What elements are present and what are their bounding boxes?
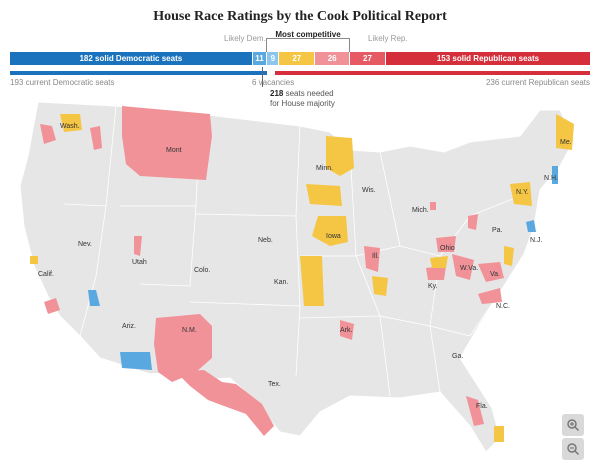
district-nj bbox=[526, 220, 536, 232]
label-nc: N.C. bbox=[496, 303, 510, 310]
district-fla bbox=[466, 396, 484, 426]
label-mich: Mich. bbox=[412, 207, 429, 214]
label-ariz: Ariz. bbox=[122, 323, 136, 330]
district-wash-west bbox=[40, 124, 56, 144]
district-calif-2 bbox=[30, 256, 38, 264]
label-colo: Colo. bbox=[194, 267, 210, 274]
likely-rep-label: Likely Rep. bbox=[368, 34, 408, 43]
label-pa: Pa. bbox=[492, 227, 503, 234]
label-nm: N.M. bbox=[182, 327, 197, 334]
rating-segment-likely-rep: 27 bbox=[349, 52, 386, 65]
current-seats-bar bbox=[10, 71, 590, 75]
district-arizona bbox=[120, 352, 152, 370]
district-kansas bbox=[300, 256, 324, 306]
us-map[interactable]: Wash. Mont Minn. Wis. Me. N.Y. N.H. Mich… bbox=[0, 96, 600, 468]
label-nev: Nev. bbox=[78, 241, 92, 248]
dem-districts bbox=[88, 166, 558, 370]
district-pa bbox=[468, 214, 478, 230]
current-rep-segment bbox=[275, 71, 590, 75]
district-ky-2 bbox=[430, 256, 448, 268]
rating-segment-solid-rep: 153 solid Republican seats bbox=[385, 52, 590, 65]
district-minnesota-south bbox=[306, 184, 342, 206]
label-tex: Tex. bbox=[268, 381, 281, 388]
label-ny: N.Y. bbox=[516, 189, 529, 196]
label-ark: Ark. bbox=[340, 327, 353, 334]
district-va bbox=[478, 262, 504, 282]
district-nc bbox=[478, 288, 502, 304]
label-kan: Kan. bbox=[274, 279, 288, 286]
district-utah bbox=[134, 236, 142, 256]
zoom-in-button[interactable] bbox=[562, 414, 584, 436]
rating-segment-likely-dem: 11 bbox=[252, 52, 268, 65]
district-ohio bbox=[436, 236, 456, 252]
district-wash-east bbox=[90, 126, 102, 150]
label-calif: Calif. bbox=[38, 271, 54, 278]
label-wva: W.Va. bbox=[460, 265, 478, 272]
majority-label: 218 seats needed for House majority bbox=[270, 89, 335, 109]
district-texas bbox=[176, 370, 274, 436]
label-minn: Minn. bbox=[316, 165, 333, 172]
ratings-bar: 182 solid Democratic seats 11 9 27 26 27 153 s… bbox=[10, 52, 590, 65]
label-fla: Fla. bbox=[476, 403, 488, 410]
label-iowa: Iowa bbox=[326, 233, 341, 240]
label-mont: Mont bbox=[166, 147, 182, 154]
label-me: Me. bbox=[560, 139, 572, 146]
district-montana bbox=[122, 106, 212, 180]
label-wis: Wis. bbox=[362, 187, 376, 194]
district-new-mexico bbox=[154, 314, 212, 382]
district-fla-2 bbox=[494, 426, 504, 442]
most-competitive-bracket bbox=[266, 38, 350, 53]
zoom-in-icon bbox=[567, 419, 580, 432]
likely-dem-label: Likely Dem. bbox=[224, 34, 266, 43]
label-nj: N.J. bbox=[530, 237, 543, 244]
label-ga: Ga. bbox=[452, 353, 463, 360]
zoom-out-icon bbox=[567, 443, 580, 456]
tossup-districts bbox=[30, 114, 574, 442]
label-nh: N.H. bbox=[544, 175, 558, 182]
current-rep-label: 236 current Republican seats bbox=[485, 78, 590, 87]
rating-segment-solid-dem: 182 solid Democratic seats bbox=[10, 52, 253, 65]
district-ark bbox=[340, 320, 354, 340]
label-ohio: Ohio bbox=[440, 245, 455, 252]
district-minnesota bbox=[326, 136, 354, 176]
district-mich bbox=[430, 202, 436, 210]
district-va-2 bbox=[504, 246, 514, 266]
vacancies-label: 6 vacancies bbox=[252, 78, 295, 87]
district-ill bbox=[364, 246, 380, 272]
most-competitive-label: Most competitive bbox=[275, 30, 341, 39]
rating-segment-lean-rep: 26 bbox=[315, 52, 350, 65]
majority-text: seats needed bbox=[283, 89, 334, 98]
label-wash: Wash. bbox=[60, 123, 80, 130]
district-ill-2 bbox=[372, 276, 388, 296]
district-nh bbox=[552, 166, 558, 184]
label-ky: Ky. bbox=[428, 283, 438, 290]
current-dem-segment bbox=[10, 71, 268, 75]
label-utah: Utah bbox=[132, 259, 147, 266]
chart-title: House Race Ratings by the Cook Political… bbox=[153, 9, 447, 24]
zoom-out-button[interactable] bbox=[562, 438, 584, 460]
district-ky bbox=[426, 266, 446, 280]
majority-marker bbox=[262, 67, 263, 87]
rating-segment-lean-dem: 9 bbox=[267, 52, 280, 65]
label-va: Va. bbox=[490, 271, 500, 278]
state-labels: Wash. Mont Minn. Wis. Me. N.Y. N.H. Mich… bbox=[38, 123, 572, 410]
rating-segment-tossup: 27 bbox=[279, 52, 316, 65]
label-neb: Neb. bbox=[258, 237, 273, 244]
district-iowa bbox=[312, 216, 348, 246]
label-ill: Ill. bbox=[372, 253, 379, 260]
district-new-york bbox=[510, 182, 532, 206]
vacancies-segment bbox=[267, 71, 276, 75]
district-nevada bbox=[88, 290, 100, 306]
district-maine bbox=[556, 114, 574, 150]
district-washington bbox=[60, 114, 82, 132]
majority-seats: 218 bbox=[270, 89, 284, 98]
lean-rep-districts bbox=[40, 106, 504, 436]
district-wva bbox=[452, 254, 474, 280]
majority-line2: for House majority bbox=[270, 99, 335, 108]
district-calif bbox=[44, 298, 60, 314]
current-dem-label: 193 current Democratic seats bbox=[10, 78, 115, 87]
